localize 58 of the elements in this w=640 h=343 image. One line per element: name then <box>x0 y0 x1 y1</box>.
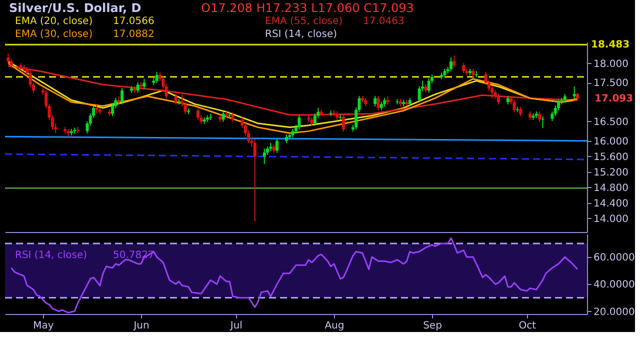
candlestick <box>496 93 500 105</box>
candlestick <box>253 138 256 222</box>
y-tick-label: 15.600 <box>594 152 628 163</box>
y-tick-label: 17.500 <box>594 78 628 90</box>
text: O17.208 H17.233 L17.060 C17.093 <box>201 1 414 15</box>
text: RSI (14, close) <box>265 29 338 40</box>
x-tick-label: Aug <box>324 320 344 332</box>
candlestick <box>6 53 10 64</box>
candlestick <box>231 112 234 122</box>
text: 17.0882 <box>113 29 154 40</box>
candlestick <box>174 93 178 105</box>
y-tick-label: 18.000 <box>594 58 628 70</box>
candlestick <box>196 108 200 120</box>
candlestick <box>376 95 380 111</box>
x-tick-label: Oct <box>518 320 536 332</box>
chart-title: Silver/U.S. Dollar, D <box>9 1 142 15</box>
text: 17.0566 <box>113 16 154 27</box>
text: EMA (20, close) <box>15 16 93 27</box>
annotation: 17.093 <box>594 93 634 104</box>
text: EMA (30, close) <box>15 29 93 40</box>
text: EMA (55, close) <box>265 16 343 27</box>
x-tick-label: Jun <box>132 320 150 332</box>
candlestick <box>519 106 522 117</box>
y-tick-label: 14.800 <box>594 182 628 194</box>
candlestick <box>452 55 456 68</box>
candlestick <box>120 88 124 105</box>
y-tick-label: 15.200 <box>594 167 628 178</box>
series-label: RSI (14, close) <box>15 250 88 261</box>
candlestick <box>136 82 140 94</box>
x-tick-label: May <box>33 320 54 332</box>
candlestick <box>298 114 301 130</box>
text: 17.0463 <box>363 16 404 27</box>
y-tick-label: 16.000 <box>594 136 628 148</box>
candlestick <box>342 114 345 132</box>
y-tick-label: 60.0000 <box>594 252 635 264</box>
candlestick <box>95 104 98 114</box>
candlestick <box>572 86 576 100</box>
candlestick <box>222 110 225 122</box>
line-series <box>10 237 578 314</box>
candlestick <box>427 78 430 94</box>
candlestick <box>155 71 158 84</box>
candlestick <box>276 138 279 154</box>
candlestick <box>538 110 542 122</box>
candlestick <box>374 95 377 107</box>
y-tick-label: 40.0000 <box>594 280 635 291</box>
y-tick-label: 14.000 <box>594 214 628 225</box>
candlestick <box>142 78 146 90</box>
candlestick <box>462 62 466 74</box>
line-series <box>7 65 578 116</box>
candlestick <box>512 99 516 113</box>
x-tick-label: Sep <box>423 320 442 332</box>
candlestick <box>262 148 266 165</box>
y-tick-label: 20.0000 <box>594 306 635 318</box>
ref-line-label: 18.483 <box>591 40 630 51</box>
y-tick-label: 14.400 <box>594 198 628 210</box>
candlestick <box>449 57 452 72</box>
x-tick-label: Jul <box>229 320 242 332</box>
y-tick-label: 16.500 <box>594 116 628 128</box>
